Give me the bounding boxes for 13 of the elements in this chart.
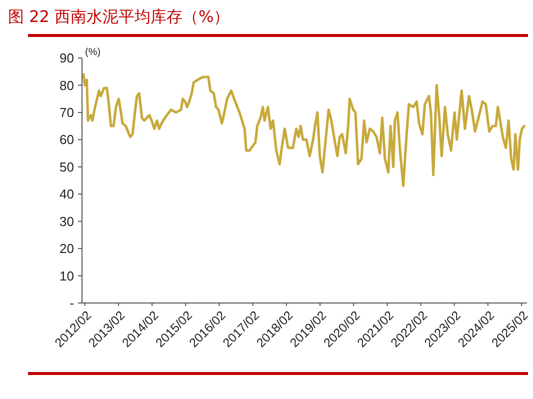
line-series [82,73,526,188]
y-tick-label: 90 [60,50,74,66]
chart-title: 图 22 西南水泥平均库存（%） [8,7,230,26]
y-tick-label: 30 [60,214,74,229]
y-tick-label: 70 [60,104,74,120]
y-axis-title: (%) [85,47,101,58]
y-tick-label: 10 [60,268,74,284]
y-tick-label: 20 [60,241,74,256]
y-tick-label: 80 [60,78,74,93]
y-tick-label: 40 [60,186,74,202]
y-tick-label: - [70,296,74,311]
y-tick-label: 50 [60,159,74,174]
y-tick-label: 60 [60,132,74,148]
